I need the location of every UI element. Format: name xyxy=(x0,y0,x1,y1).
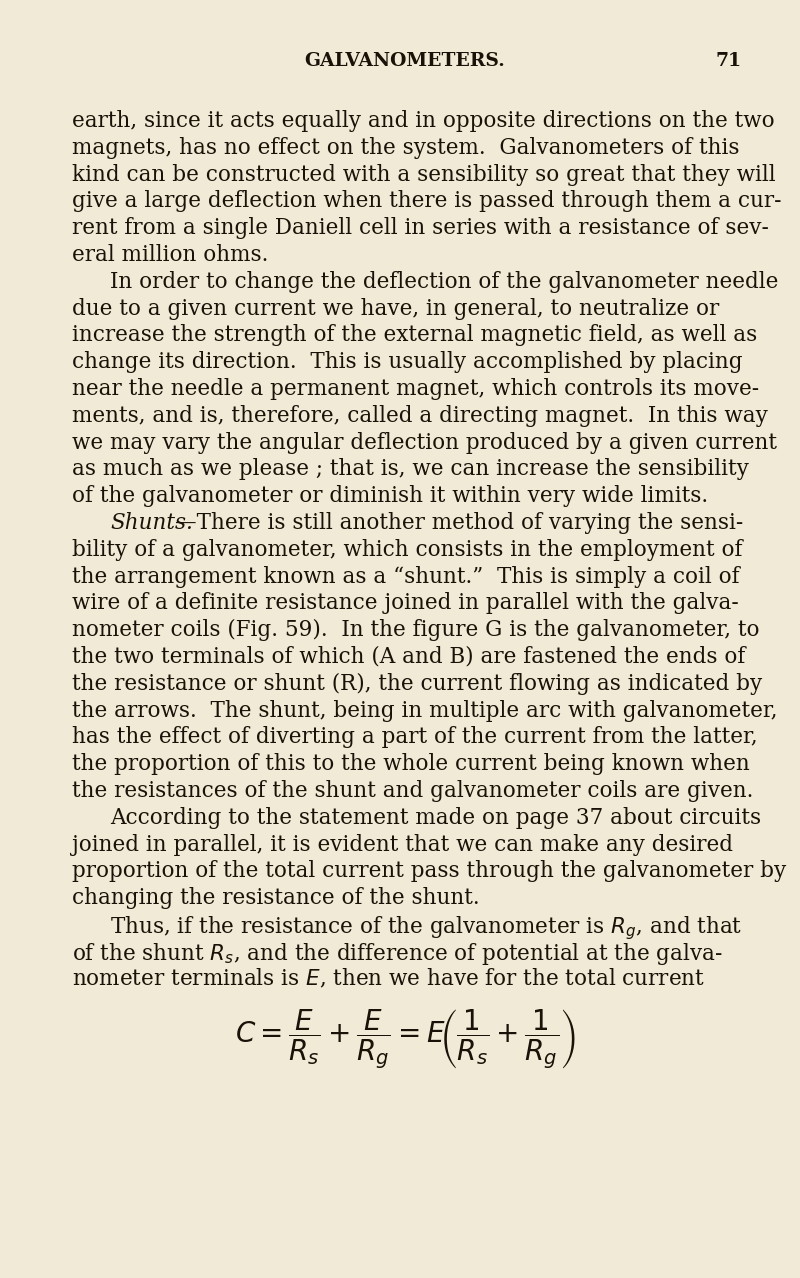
Text: In order to change the deflection of the galvanometer needle: In order to change the deflection of the… xyxy=(110,271,778,293)
Text: give a large deflection when there is passed through them a cur-: give a large deflection when there is pa… xyxy=(72,190,782,212)
Text: Shunts.: Shunts. xyxy=(110,512,193,534)
Text: According to the statement made on page 37 about circuits: According to the statement made on page … xyxy=(110,806,761,829)
Text: the arrangement known as a “shunt.”  This is simply a coil of: the arrangement known as a “shunt.” This… xyxy=(72,566,740,588)
Text: change its direction.  This is usually accomplished by placing: change its direction. This is usually ac… xyxy=(72,351,742,373)
Text: —There is still another method of varying the sensi-: —There is still another method of varyin… xyxy=(175,512,743,534)
Text: ments, and is, therefore, called a directing magnet.  In this way: ments, and is, therefore, called a direc… xyxy=(72,405,768,427)
Text: proportion of the total current pass through the galvanometer by: proportion of the total current pass thr… xyxy=(72,860,786,882)
Text: eral million ohms.: eral million ohms. xyxy=(72,244,268,266)
Text: due to a given current we have, in general, to neutralize or: due to a given current we have, in gener… xyxy=(72,298,719,320)
Text: wire of a definite resistance joined in parallel with the galva-: wire of a definite resistance joined in … xyxy=(72,593,738,615)
Text: changing the resistance of the shunt.: changing the resistance of the shunt. xyxy=(72,887,480,909)
Text: 71: 71 xyxy=(716,52,742,70)
Text: Thus, if the resistance of the galvanometer is $R_g$, and that: Thus, if the resistance of the galvanome… xyxy=(110,914,742,942)
Text: the arrows.  The shunt, being in multiple arc with galvanometer,: the arrows. The shunt, being in multiple… xyxy=(72,699,778,722)
Text: the resistance or shunt (R), the current flowing as indicated by: the resistance or shunt (R), the current… xyxy=(72,672,762,695)
Text: nometer coils (Fig. 59).  In the figure G is the galvanometer, to: nometer coils (Fig. 59). In the figure G… xyxy=(72,620,759,642)
Text: we may vary the angular deflection produced by a given current: we may vary the angular deflection produ… xyxy=(72,432,777,454)
Text: of the galvanometer or diminish it within very wide limits.: of the galvanometer or diminish it withi… xyxy=(72,486,708,507)
Text: as much as we please ; that is, we can increase the sensibility: as much as we please ; that is, we can i… xyxy=(72,459,749,481)
Text: joined in parallel, it is evident that we can make any desired: joined in parallel, it is evident that w… xyxy=(72,833,733,855)
Text: bility of a galvanometer, which consists in the employment of: bility of a galvanometer, which consists… xyxy=(72,539,742,561)
Text: $C=\dfrac{E}{R_s}+\dfrac{E}{R_g}=E\!\left(\dfrac{1}{R_s}+\dfrac{1}{R_g}\right)$: $C=\dfrac{E}{R_s}+\dfrac{E}{R_g}=E\!\lef… xyxy=(234,1007,575,1071)
Text: kind can be constructed with a sensibility so great that they will: kind can be constructed with a sensibili… xyxy=(72,164,776,185)
Text: earth, since it acts equally and in opposite directions on the two: earth, since it acts equally and in oppo… xyxy=(72,110,774,132)
Text: nometer terminals is $E$, then we have for the total current: nometer terminals is $E$, then we have f… xyxy=(72,967,705,990)
Text: near the needle a permanent magnet, which controls its move-: near the needle a permanent magnet, whic… xyxy=(72,378,759,400)
Text: the two terminals of which (A and B) are fastened the ends of: the two terminals of which (A and B) are… xyxy=(72,645,746,668)
Text: the proportion of this to the whole current being known when: the proportion of this to the whole curr… xyxy=(72,753,750,776)
Text: has the effect of diverting a part of the current from the latter,: has the effect of diverting a part of th… xyxy=(72,726,758,749)
Text: the resistances of the shunt and galvanometer coils are given.: the resistances of the shunt and galvano… xyxy=(72,780,754,803)
Text: of the shunt $R_s$, and the difference of potential at the galva-: of the shunt $R_s$, and the difference o… xyxy=(72,941,722,966)
Text: increase the strength of the external magnetic field, as well as: increase the strength of the external ma… xyxy=(72,325,758,346)
Text: magnets, has no effect on the system.  Galvanometers of this: magnets, has no effect on the system. Ga… xyxy=(72,137,739,158)
Text: rent from a single Daniell cell in series with a resistance of sev-: rent from a single Daniell cell in serie… xyxy=(72,217,769,239)
Text: GALVANOMETERS.: GALVANOMETERS. xyxy=(305,52,506,70)
